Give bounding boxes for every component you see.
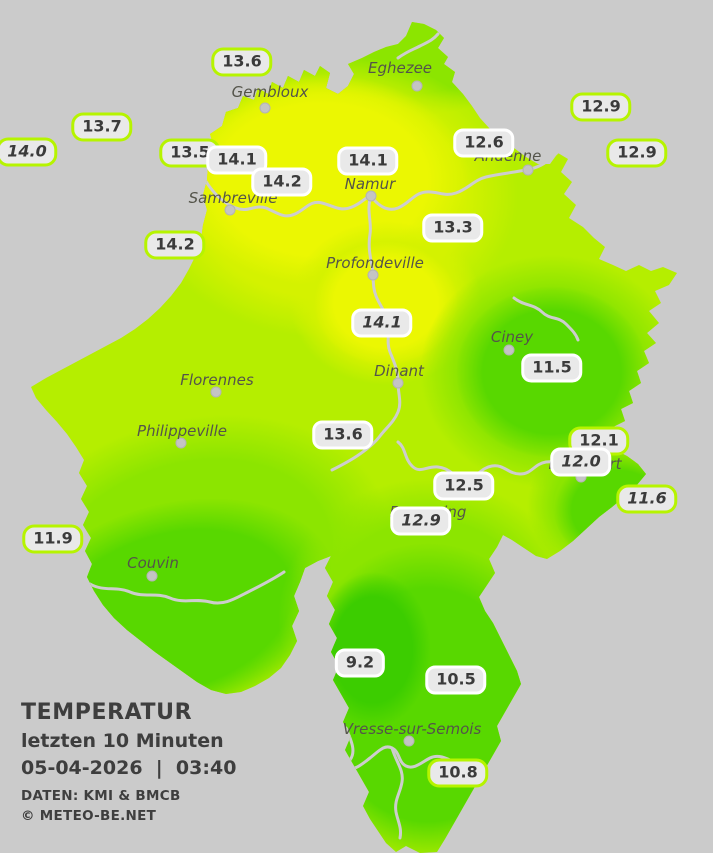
temp-station-label: 14.1 xyxy=(351,308,413,338)
temp-station-label: 11.6 xyxy=(616,484,678,514)
city-label: Gembloux xyxy=(231,83,309,101)
river-sambre xyxy=(203,178,373,218)
copyright: © METEO-BE.NET xyxy=(21,808,157,824)
temp-station-label: 12.5 xyxy=(433,471,495,501)
temp-station-label: 14.0 xyxy=(0,137,58,167)
city-dot xyxy=(224,204,236,216)
temp-station-label: 12.9 xyxy=(606,138,668,168)
rivers xyxy=(88,32,605,840)
city-label: Couvin xyxy=(127,554,179,572)
subtitle: letzten 10 Minuten xyxy=(21,730,224,752)
city-dot xyxy=(365,190,377,202)
temp-station-label: 12.0 xyxy=(550,447,612,477)
river-semois-branch xyxy=(390,746,404,840)
temp-station-label: 10.5 xyxy=(425,665,487,695)
temp-station-label: 13.7 xyxy=(71,112,133,142)
city-label: Profondeville xyxy=(326,254,424,272)
city-label: Philippeville xyxy=(137,422,227,440)
temp-station-label: 14.2 xyxy=(251,167,313,197)
page-title: TEMPERATUR xyxy=(21,700,193,725)
city-dot xyxy=(403,735,415,747)
city-dot xyxy=(575,471,587,483)
river-north-tip xyxy=(396,32,440,60)
temp-station-label: 10.8 xyxy=(427,758,489,788)
city-dot xyxy=(259,102,271,114)
city-dot xyxy=(367,269,379,281)
city-dot xyxy=(522,164,534,176)
temp-station-label: 14.1 xyxy=(206,145,268,175)
river-ciney xyxy=(512,296,580,342)
river-meuse-south xyxy=(330,194,402,472)
city-label: Vresse-sur-Semois xyxy=(342,720,482,738)
temp-station-label: 12.9 xyxy=(390,506,452,536)
temp-station-label: 13.6 xyxy=(312,420,374,450)
temp-station-label: 13.3 xyxy=(422,213,484,243)
city-label: Florennes xyxy=(180,371,254,389)
temp-station-label: 11.9 xyxy=(22,524,84,554)
city-dot xyxy=(392,377,404,389)
temp-station-label: 12.9 xyxy=(570,92,632,122)
city-dot xyxy=(411,80,423,92)
city-label: Dinant xyxy=(374,362,424,380)
temp-station-label: 13.6 xyxy=(211,47,273,77)
city-label: Namur xyxy=(344,175,396,193)
city-dot xyxy=(146,570,158,582)
temp-station-label: 14.1 xyxy=(337,146,399,176)
title-block: TEMPERATUR letzten 10 Minuten 05-04-2026… xyxy=(21,700,236,824)
city-dot xyxy=(503,344,515,356)
temp-station-label: 11.5 xyxy=(521,353,583,383)
city-dot xyxy=(210,386,222,398)
city-label: Eghezee xyxy=(367,59,433,77)
river-couvin xyxy=(88,570,286,605)
city-dot xyxy=(175,437,187,449)
temp-station-label: 12.6 xyxy=(453,128,515,158)
data-source: DATEN: KMI & BMCB xyxy=(21,788,181,804)
temp-station-label: 14.2 xyxy=(144,230,206,260)
timestamp: 05-04-2026 | 03:40 xyxy=(21,757,237,779)
city-label: Ciney xyxy=(490,328,534,346)
temp-station-label: 9.2 xyxy=(334,648,386,678)
